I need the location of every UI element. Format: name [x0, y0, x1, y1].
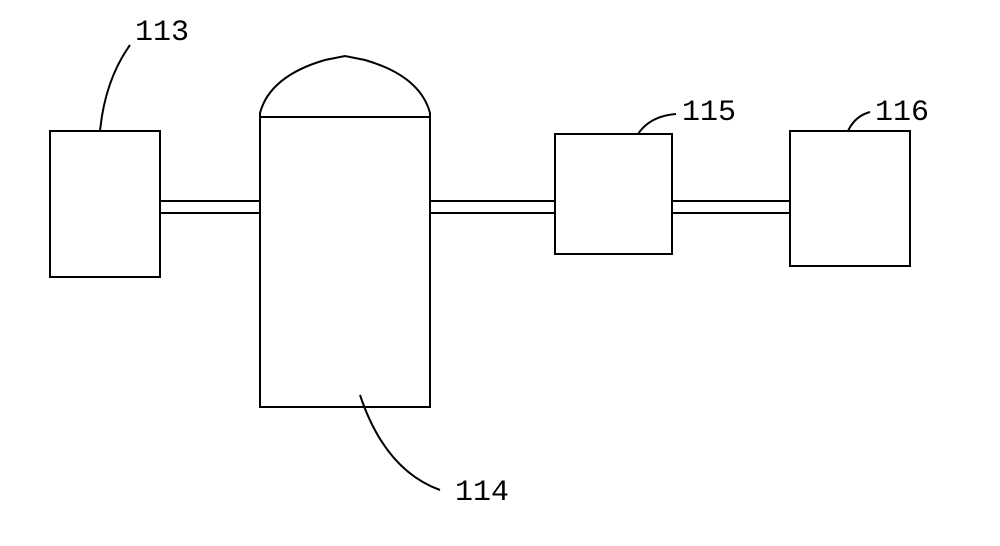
label-116: 116	[875, 96, 929, 130]
label-116-leader	[848, 112, 870, 131]
label-114-leader	[360, 395, 440, 490]
block-114-body	[260, 117, 430, 407]
block-114-dome	[260, 56, 430, 117]
label-115-leader	[638, 114, 676, 134]
label-113-leader	[100, 45, 130, 131]
label-113: 113	[135, 16, 189, 50]
label-115: 115	[682, 96, 736, 130]
block-115	[555, 134, 672, 254]
block-116	[790, 131, 910, 266]
block-113	[50, 131, 160, 277]
label-114: 114	[455, 476, 509, 510]
